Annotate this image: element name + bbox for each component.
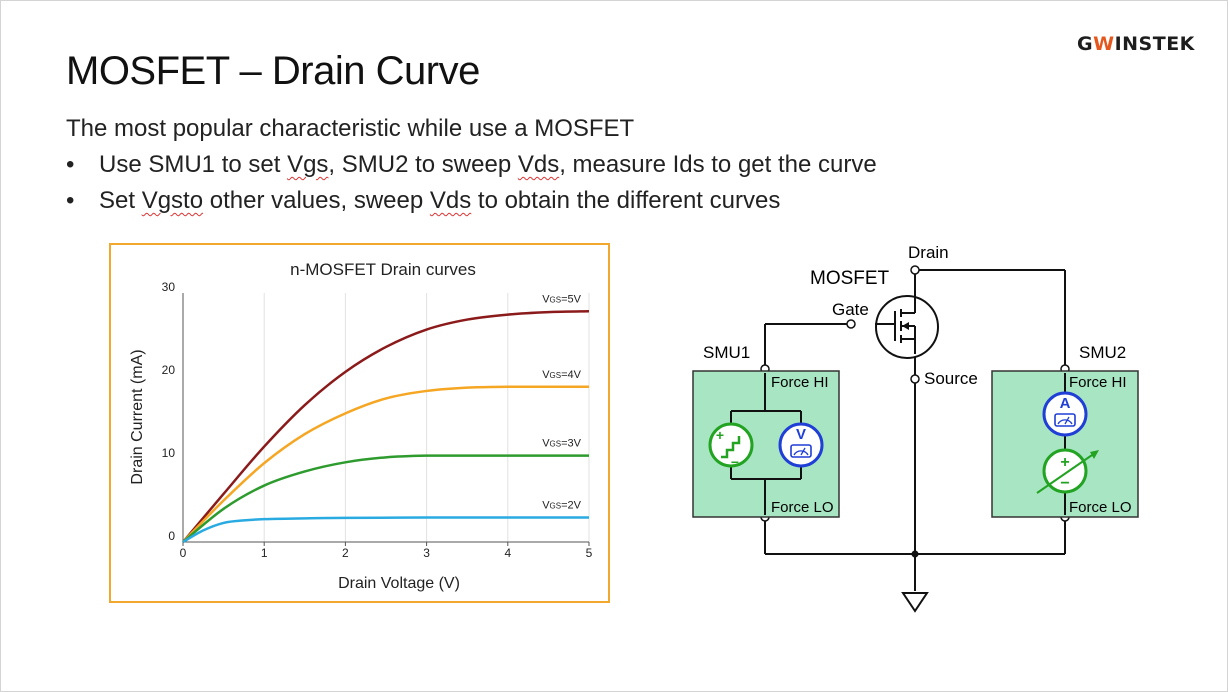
junction-dot bbox=[911, 550, 919, 558]
smu1-force-hi-label: Force HI bbox=[771, 374, 829, 391]
smu2-force-lo-label: Force LO bbox=[1069, 499, 1132, 516]
mosfet-label: MOSFET bbox=[810, 268, 890, 289]
bullet-item: • Set Vgsto other values, sweep Vds to ob… bbox=[66, 187, 781, 214]
smu1-label: SMU1 bbox=[703, 343, 750, 362]
voltmeter-icon: V bbox=[778, 422, 824, 468]
series-label: VGS=3V bbox=[542, 438, 581, 450]
gate-label: Gate bbox=[832, 300, 869, 319]
x-tick-label: 3 bbox=[423, 546, 430, 560]
svg-text:+: + bbox=[716, 427, 724, 443]
series-label: VGS=4V bbox=[542, 369, 581, 381]
series-line bbox=[182, 310, 590, 543]
drain-curve-chart: 0 1 2 3 4 5 0 10 20 30 n-MOSFET Drain curves Drain … bbox=[109, 243, 610, 603]
chart-title: n-MOSFET Drain curves bbox=[290, 260, 476, 279]
test-circuit-diagram: Drain MOSFET Gate Source SMU1 SMU2 + − V bbox=[692, 243, 1139, 613]
smu2-box: A + − Force HI Force LO bbox=[991, 370, 1139, 518]
series-label: VGS=5V bbox=[542, 293, 581, 305]
svg-text:−: − bbox=[1060, 475, 1069, 492]
intro-text: The most popular characteristic while us… bbox=[66, 115, 635, 142]
x-tick-label: 5 bbox=[586, 546, 593, 560]
y-tick-label: 0 bbox=[168, 529, 175, 543]
x-tick-label: 4 bbox=[504, 546, 511, 560]
y-axis-label: Drain Current (mA) bbox=[129, 349, 146, 484]
smu1-box: + − V Force HI Force LO bbox=[692, 370, 840, 518]
svg-text:V: V bbox=[796, 426, 806, 443]
y-tick-label: 30 bbox=[162, 280, 176, 294]
smu1-force-lo-label: Force LO bbox=[771, 499, 834, 516]
source-label: Source bbox=[924, 369, 978, 388]
sweep-voltage-source-icon: + − bbox=[1036, 448, 1099, 494]
mosfet-symbol-icon bbox=[875, 295, 939, 359]
drain-terminal bbox=[910, 265, 920, 275]
svg-text:−: − bbox=[731, 454, 739, 470]
chart-svg: 0 1 2 3 4 5 0 10 20 30 n-MOSFET Drain curves Drain … bbox=[129, 260, 593, 592]
svg-text:A: A bbox=[1060, 395, 1071, 412]
y-tick-label: 10 bbox=[162, 446, 176, 460]
bullet-item: • Use SMU1 to set Vgs, SMU2 to sweep Vds,… bbox=[66, 151, 877, 178]
smu2-label: SMU2 bbox=[1079, 343, 1126, 362]
slide-title: MOSFET – Drain Curve bbox=[66, 49, 480, 93]
series-line bbox=[182, 516, 589, 544]
ammeter-icon: A bbox=[1042, 391, 1088, 437]
ground-icon bbox=[901, 592, 929, 613]
series-line bbox=[182, 385, 589, 543]
x-axis-label: Drain Voltage (V) bbox=[338, 575, 460, 592]
bullet-dot: • bbox=[66, 187, 75, 214]
x-tick-label: 2 bbox=[342, 546, 349, 560]
source-terminal bbox=[910, 374, 920, 384]
series-line bbox=[182, 454, 589, 543]
bullet-dot: • bbox=[66, 151, 75, 178]
bullet-list: • Use SMU1 to set Vgs, SMU2 to sweep Vds,… bbox=[66, 151, 877, 223]
smu2-force-hi-label: Force HI bbox=[1069, 374, 1127, 391]
gwinstek-logo: GWINSTEK bbox=[1077, 33, 1195, 55]
gate-terminal bbox=[846, 319, 856, 329]
y-tick-label: 20 bbox=[162, 363, 176, 377]
series-label: VGS=2V bbox=[542, 500, 581, 512]
svg-text:+: + bbox=[1060, 454, 1069, 471]
step-voltage-source-icon: + − bbox=[708, 422, 754, 470]
x-tick-label: 1 bbox=[261, 546, 268, 560]
x-tick-label: 0 bbox=[180, 546, 187, 560]
drain-label: Drain bbox=[908, 243, 949, 262]
